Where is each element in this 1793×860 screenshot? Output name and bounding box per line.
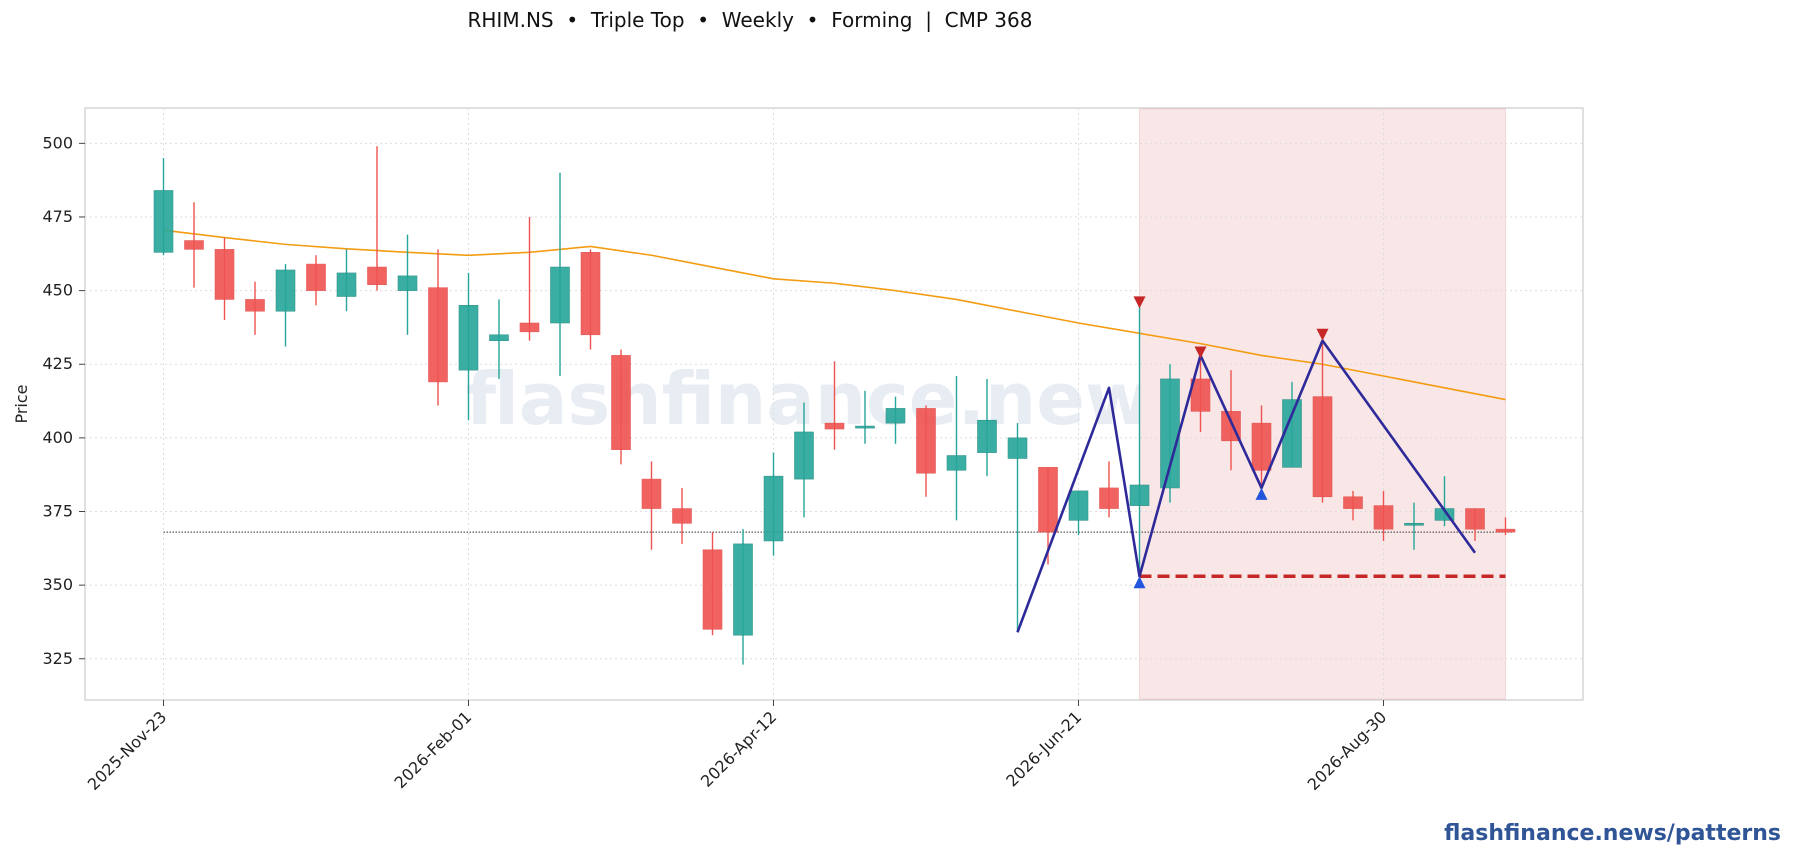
x-tick-label: 2026-Aug-30: [1304, 707, 1391, 794]
y-tick-label: 475: [42, 207, 73, 226]
y-axis-label: Price: [12, 384, 31, 423]
y-tick-label: 500: [42, 133, 73, 152]
candle-body: [1465, 508, 1485, 530]
candle-body: [946, 455, 967, 471]
candle-body: [336, 272, 357, 297]
y-tick-label: 375: [42, 502, 73, 521]
y-tick-label: 425: [42, 354, 73, 373]
candle-body: [1038, 467, 1058, 533]
candle-body: [611, 355, 631, 450]
candle-body: [855, 425, 875, 429]
y-tick-label: 450: [42, 281, 73, 300]
candle-body: [916, 408, 936, 474]
candle-body: [1007, 437, 1028, 459]
candle-body: [1404, 522, 1424, 526]
brand-footer-link[interactable]: flashfinance.news/patterns: [1444, 821, 1781, 846]
trough-marker: [1133, 576, 1146, 589]
candle-body: [641, 478, 662, 509]
candle-body: [794, 431, 814, 480]
candle-body: [1099, 487, 1119, 509]
candle-body: [885, 408, 906, 424]
peak-marker: [1316, 328, 1329, 341]
candle-body: [275, 269, 296, 312]
x-tick-label: 2026-Feb-01: [391, 707, 476, 792]
candle-body: [1343, 496, 1363, 509]
candle-body: [1312, 396, 1333, 498]
candle-body: [763, 475, 784, 542]
candle-body: [519, 322, 540, 333]
candle-body: [367, 266, 387, 286]
candle-body: [550, 266, 570, 324]
candle-body: [397, 275, 418, 291]
candle-body: [824, 422, 845, 430]
candle-body: [1190, 378, 1211, 412]
candle-body: [1282, 399, 1302, 468]
candle-body: [1068, 490, 1089, 521]
candle-body: [977, 419, 997, 453]
peak-marker: [1194, 346, 1207, 359]
candle-body: [580, 252, 601, 336]
candle-body: [1495, 528, 1516, 533]
peak-marker: [1133, 296, 1146, 309]
candle-body: [1373, 505, 1394, 530]
x-tick-label: 2026-Apr-12: [697, 707, 780, 790]
candle-body: [702, 549, 723, 630]
x-tick-label: 2025-Nov-23: [84, 707, 171, 794]
x-tick-label: 2026-Jun-21: [1002, 707, 1085, 790]
candle-body: [214, 249, 235, 300]
candle-body: [489, 334, 509, 341]
candle-body: [153, 190, 174, 253]
candle-body: [458, 305, 479, 371]
candle-body: [1160, 378, 1180, 489]
chart-title: RHIM.NS • Triple Top • Weekly • Forming …: [467, 8, 1033, 32]
candle-body: [1129, 484, 1150, 506]
y-tick-label: 400: [42, 428, 73, 447]
candle-body: [672, 508, 692, 524]
y-tick-label: 325: [42, 649, 73, 668]
candle-body: [184, 240, 204, 250]
candle-body: [245, 299, 265, 312]
moving-average-line: [163, 229, 1506, 401]
y-tick-label: 350: [42, 575, 73, 594]
plot-frame: [84, 107, 1584, 701]
candle-body: [733, 543, 753, 636]
candle-body: [1251, 422, 1272, 471]
candle-body: [428, 287, 448, 383]
trough-marker: [1255, 487, 1268, 500]
candle-body: [306, 263, 326, 291]
